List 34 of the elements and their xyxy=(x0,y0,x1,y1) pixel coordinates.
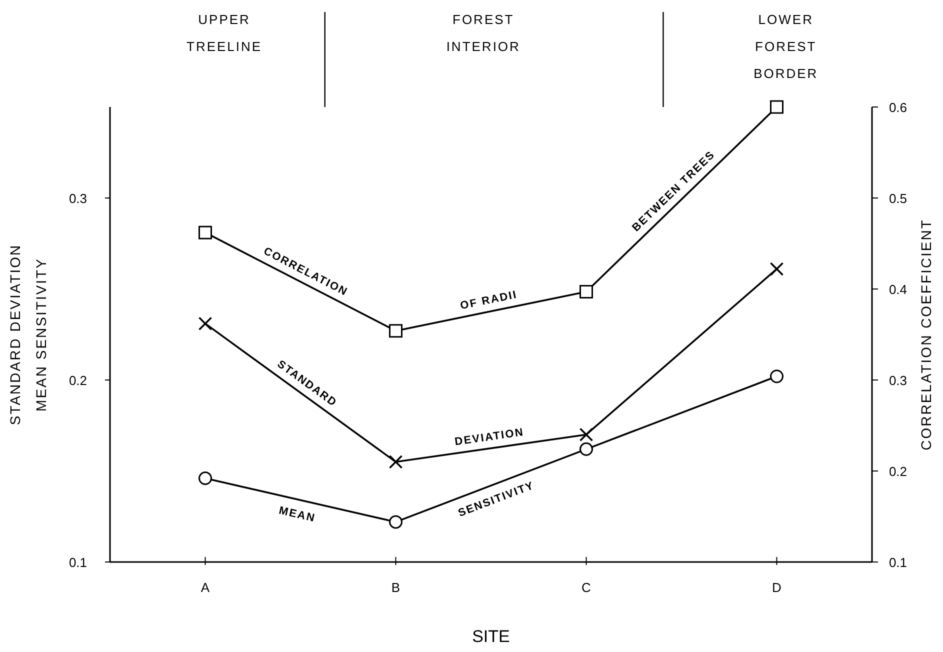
x-tick-label: C xyxy=(582,580,591,595)
point xyxy=(579,428,594,442)
point xyxy=(770,100,784,114)
y2-axis-title: CORRELATION COEFFICIENT xyxy=(918,218,934,450)
x-tick-label: D xyxy=(772,580,782,595)
annotation: MEAN xyxy=(278,504,317,525)
point xyxy=(389,324,402,338)
point xyxy=(580,284,593,298)
y2-tick-label: 0.6 xyxy=(888,100,908,115)
annotation: DEVIATION xyxy=(454,426,525,448)
point xyxy=(580,442,593,456)
point xyxy=(389,515,402,529)
text: UPPER TREELINE xyxy=(186,12,262,54)
y2-tick-label: 0.5 xyxy=(888,191,908,206)
y2-tick-label: 0.1 xyxy=(888,555,908,570)
x-tick-label: A xyxy=(200,580,210,595)
point xyxy=(770,370,784,384)
text: LOWER FOREST BORDER xyxy=(754,12,818,81)
point xyxy=(770,262,784,276)
y-tick-label: 0.2 xyxy=(68,373,88,388)
point xyxy=(388,455,403,469)
text: FOREST INTERIOR xyxy=(446,12,520,54)
x-tick-label: B xyxy=(391,580,400,595)
y-tick-label: 0.1 xyxy=(68,555,88,570)
point xyxy=(198,472,212,486)
y2-tick-label: 0.3 xyxy=(888,373,908,388)
annotation: OF RADII xyxy=(459,288,518,312)
point xyxy=(198,316,212,330)
x-axis-title: SITE xyxy=(472,627,510,646)
y-axis-title: STANDARD DEVIATION MEAN SENSITIVITY xyxy=(7,244,49,426)
y-tick-label: 0.3 xyxy=(68,191,88,206)
point xyxy=(198,226,212,240)
y2-tick-label: 0.4 xyxy=(888,282,908,297)
y2-tick-label: 0.2 xyxy=(888,464,908,479)
